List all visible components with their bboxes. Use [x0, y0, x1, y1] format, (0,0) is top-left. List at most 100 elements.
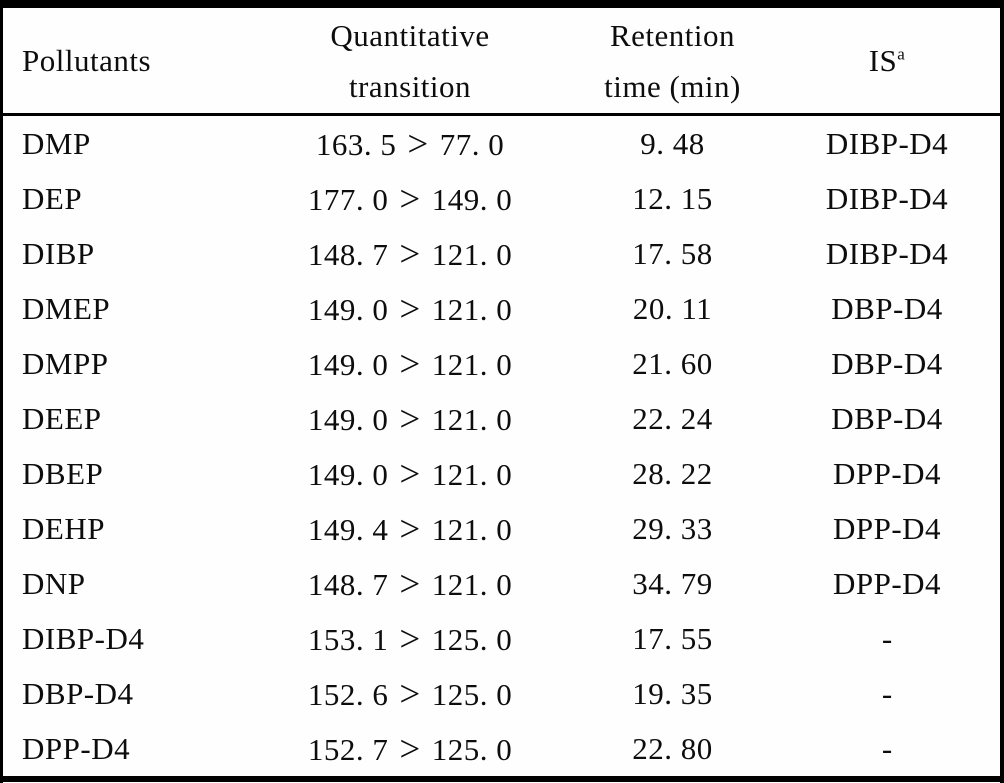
greater-than-symbol: > — [399, 564, 421, 605]
is-cell: DBP-D4 — [831, 400, 943, 436]
left-edge-line — [0, 0, 3, 783]
retention-time-cell: 17. 58 — [632, 235, 713, 271]
header-line: time (min) — [604, 68, 741, 104]
pollutant-cell: DMP — [22, 125, 91, 161]
precursor-ion: 148. 7 — [307, 567, 389, 602]
retention-time-cell: 29. 33 — [632, 510, 713, 546]
pollutant-cell: DNP — [22, 565, 86, 601]
transition-cell: 149. 4 >121. 0 — [245, 501, 575, 556]
product-ion: 121. 0 — [431, 292, 513, 327]
transition-cell: 149. 0 >121. 0 — [245, 281, 575, 336]
table-row: DBEP 149. 0 >121. 0 28. 22 DPP-D4 — [0, 446, 1004, 501]
precursor-ion: 152. 7 — [307, 732, 389, 767]
pollutant-cell: DIBP — [22, 235, 95, 271]
retention-time-cell: 28. 22 — [632, 455, 713, 491]
table-row: DMP 163. 5 >77. 0 9. 48 DIBP-D4 — [0, 115, 1004, 172]
product-ion: 77. 0 — [439, 127, 505, 162]
greater-than-symbol: > — [399, 619, 421, 660]
greater-than-symbol: > — [399, 344, 421, 385]
table-row: DEHP 149. 4 >121. 0 29. 33 DPP-D4 — [0, 501, 1004, 556]
product-ion: 121. 0 — [431, 567, 513, 602]
retention-time-cell: 22. 24 — [632, 400, 713, 436]
pollutant-cell: DBEP — [22, 455, 104, 491]
pollutant-cell: DEEP — [22, 400, 102, 436]
is-cell: DPP-D4 — [832, 565, 942, 601]
table-row: DEP 177. 0 >149. 0 12. 15 DIBP-D4 — [0, 171, 1004, 226]
transition-cell: 149. 0 >121. 0 — [245, 391, 575, 446]
transition-cell: 177. 0 >149. 0 — [245, 171, 575, 226]
retention-time-cell: 21. 60 — [632, 345, 713, 381]
transition-cell: 148. 7 >121. 0 — [245, 226, 575, 281]
is-cell: DPP-D4 — [832, 455, 942, 491]
is-cell: - — [881, 730, 893, 766]
retention-time-cell: 34. 79 — [632, 565, 713, 601]
greater-than-symbol: > — [399, 454, 421, 495]
is-cell: DIBP-D4 — [825, 235, 949, 271]
table-row: DMPP 149. 0 >121. 0 21. 60 DBP-D4 — [0, 336, 1004, 391]
precursor-ion: 149. 0 — [307, 457, 389, 492]
precursor-ion: 149. 0 — [307, 402, 389, 437]
greater-than-symbol: > — [399, 729, 421, 770]
greater-than-symbol: > — [399, 509, 421, 550]
precursor-ion: 163. 5 — [315, 127, 397, 162]
retention-time-cell: 20. 11 — [632, 290, 713, 326]
product-ion: 121. 0 — [431, 237, 513, 272]
is-footnote-marker: a — [897, 44, 906, 64]
product-ion: 149. 0 — [431, 182, 513, 217]
table-row: DEEP 149. 0 >121. 0 22. 24 DBP-D4 — [0, 391, 1004, 446]
product-ion: 125. 0 — [431, 622, 513, 657]
product-ion: 121. 0 — [431, 402, 513, 437]
table-bottom-rule — [0, 776, 1004, 782]
pollutant-cell: DMPP — [22, 345, 109, 381]
transition-cell: 153. 1 >125. 0 — [245, 611, 575, 666]
retention-time-cell: 19. 35 — [632, 675, 713, 711]
column-header-quantitative-transition: Quantitative transition — [245, 8, 575, 115]
table-top-rule — [0, 0, 1004, 8]
product-ion: 121. 0 — [431, 457, 513, 492]
table-row: DBP-D4 152. 6 >125. 0 19. 35 - — [0, 666, 1004, 721]
column-header-is: ISa — [770, 8, 1004, 115]
retention-time-cell: 22. 80 — [632, 730, 713, 766]
precursor-ion: 177. 0 — [307, 182, 389, 217]
transition-cell: 148. 7 >121. 0 — [245, 556, 575, 611]
transition-cell: 149. 0 >121. 0 — [245, 446, 575, 501]
header-line: transition — [348, 68, 472, 104]
product-ion: 125. 0 — [431, 677, 513, 712]
transition-cell: 152. 7 >125. 0 — [245, 721, 575, 776]
precursor-ion: 149. 0 — [307, 292, 389, 327]
pollutant-cell: DEHP — [22, 510, 105, 546]
header-line: Quantitative — [330, 17, 490, 53]
precursor-ion: 148. 7 — [307, 237, 389, 272]
is-cell: DIBP-D4 — [825, 180, 949, 216]
product-ion: 125. 0 — [431, 732, 513, 767]
header-line: Retention — [609, 17, 736, 53]
greater-than-symbol: > — [399, 674, 421, 715]
right-edge-line — [1000, 0, 1004, 783]
table-row: DIBP 148. 7 >121. 0 17. 58 DIBP-D4 — [0, 226, 1004, 281]
header-row: Pollutants Quantitative transition Reten… — [0, 8, 1004, 115]
pollutant-cell: DMEP — [22, 290, 111, 326]
column-header-retention-time: Retention time (min) — [575, 8, 770, 115]
greater-than-symbol: > — [399, 289, 421, 330]
precursor-ion: 149. 4 — [307, 512, 389, 547]
column-header-pollutants: Pollutants — [22, 42, 152, 78]
pollutant-cell: DBP-D4 — [22, 675, 134, 711]
greater-than-symbol: > — [399, 179, 421, 220]
table-row: DIBP-D4 153. 1 >125. 0 17. 55 - — [0, 611, 1004, 666]
transition-cell: 149. 0 >121. 0 — [245, 336, 575, 391]
greater-than-symbol: > — [399, 234, 421, 275]
precursor-ion: 152. 6 — [307, 677, 389, 712]
precursor-ion: 153. 1 — [307, 622, 389, 657]
is-cell: DBP-D4 — [831, 345, 943, 381]
transition-cell: 152. 6 >125. 0 — [245, 666, 575, 721]
retention-time-cell: 17. 55 — [632, 620, 713, 656]
is-cell: DPP-D4 — [832, 510, 942, 546]
is-cell: DBP-D4 — [831, 290, 943, 326]
pollutant-cell: DEP — [22, 180, 83, 216]
product-ion: 121. 0 — [431, 347, 513, 382]
is-label: IS — [868, 42, 898, 78]
table-row: DNP 148. 7 >121. 0 34. 79 DPP-D4 — [0, 556, 1004, 611]
table-row: DMEP 149. 0 >121. 0 20. 11 DBP-D4 — [0, 281, 1004, 336]
greater-than-symbol: > — [399, 399, 421, 440]
